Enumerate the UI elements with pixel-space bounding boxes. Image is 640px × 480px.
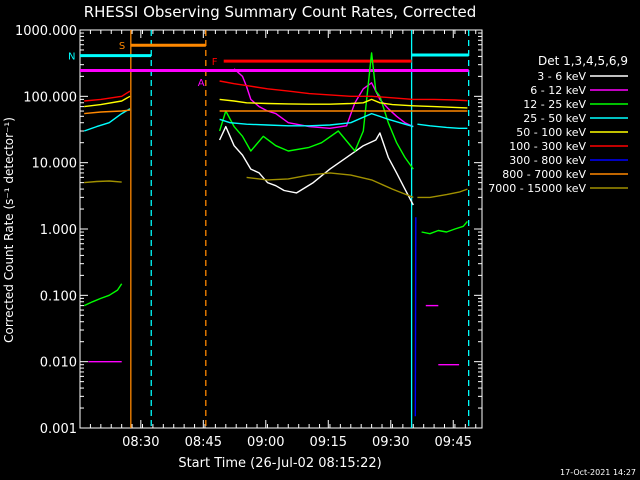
series-line [219,98,468,109]
series-line [84,109,131,115]
series-line [417,123,468,130]
series-line [219,112,414,128]
series-line [246,172,414,199]
legend-entry-label: 3 - 6 keV [537,70,586,83]
legend-entry-label: 6 - 12 keV [530,84,586,97]
series-line [218,125,414,206]
series-line [83,283,123,307]
y-tick-label: 0.100 [40,289,77,304]
y-tick-label: 0.001 [40,422,77,437]
x-tick-label: 09:45 [435,435,472,450]
y-tick-label: 100.000 [23,90,77,105]
x-tick-label: 09:30 [372,435,409,450]
y-tick-label: 1000.000 [15,24,77,39]
series-line [219,80,468,102]
marker-bar-label: S [119,41,125,52]
series-line [84,180,122,184]
x-tick-label: 08:30 [122,435,159,450]
x-tick-label: 08:45 [185,435,222,450]
legend-entry-label: 7000 - 15000 keV [488,182,586,195]
y-tick-label: 0.010 [40,356,77,371]
x-tick-label: 09:15 [310,435,347,450]
plot-area: 1000.000 100.000 10.000 1.000 0.100 0.010 0.00… [15,24,483,450]
y-axis-label: Corrected Count Rate (s⁻¹ detector⁻¹) [2,117,16,343]
legend-entry-label: 50 - 100 keV [516,126,586,139]
chart-title: RHESSI Observing Summary Count Rates, Co… [84,3,477,21]
legend-entry-label: 12 - 25 keV [523,98,586,111]
series-line [421,220,468,235]
x-axis-label: Start Time (26-Jul-02 08:15:22) [178,456,381,471]
y-tick-label: 10.000 [32,157,78,172]
legend-entry-label: 100 - 300 keV [509,140,586,153]
y-tick-label: 1.000 [40,223,77,238]
legend-title: Det 1,3,4,5,6,9 [538,54,628,68]
series-line [417,188,468,199]
series-line [233,68,414,130]
series-line [84,90,131,102]
legend-entry-label: 800 - 7000 keV [502,168,586,181]
marker-bar-label: F [212,57,218,68]
legend-entry-label: 300 - 800 keV [509,154,586,167]
x-tick-label: 09:00 [247,435,284,450]
marker-label: A [198,78,205,89]
series-line [83,108,131,132]
series-line [414,217,417,417]
timestamp: 17-Oct-2021 14:27 [560,468,636,477]
legend-entry-label: 25 - 50 keV [523,112,586,125]
series-line [84,95,131,108]
marker-bar-label: N [68,52,75,63]
